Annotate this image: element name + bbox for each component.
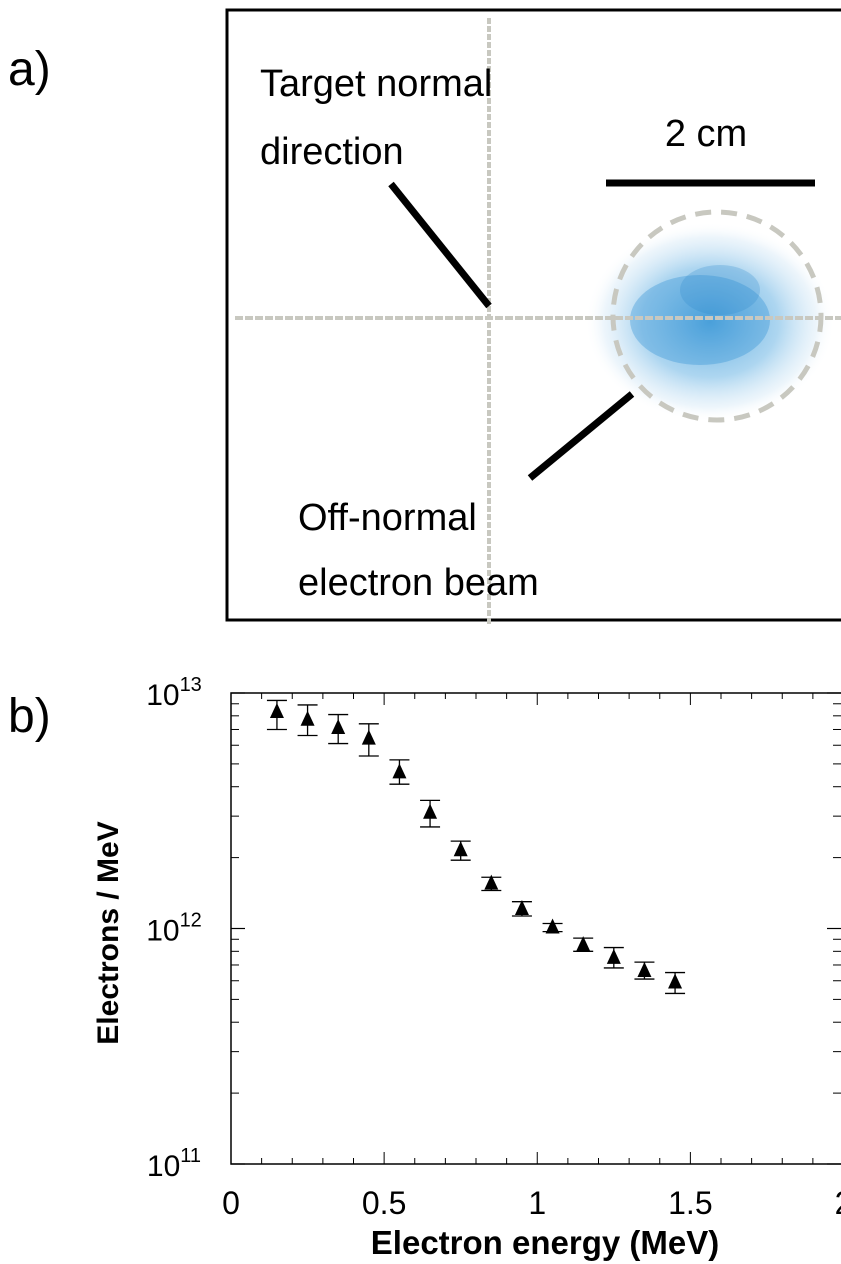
data-point <box>297 704 318 737</box>
normal-label-line1: Target normal <box>260 63 492 105</box>
triangle-marker <box>668 973 683 989</box>
y-tick-label: 1012 <box>146 910 202 948</box>
x-tick-label: 0 <box>222 1185 240 1221</box>
triangle-marker <box>576 936 591 952</box>
x-tick-label: 2 <box>835 1185 841 1221</box>
beam-hotspot <box>680 265 760 315</box>
x-tick-labels: 0 0.5 1 1.5 2 <box>222 1185 841 1221</box>
x-tick-label: 1 <box>528 1185 546 1221</box>
data-point <box>603 946 624 969</box>
triangle-marker <box>545 918 560 934</box>
panel-b-label: b) <box>8 690 51 743</box>
y-tick-label: 1013 <box>146 674 202 712</box>
data-point <box>665 971 686 995</box>
panel-a-label: a) <box>8 43 51 96</box>
triangle-marker <box>423 803 438 819</box>
data-point <box>542 918 563 934</box>
triangle-marker <box>331 719 346 735</box>
y-tick-labels: 1011 1012 1013 <box>146 674 202 1183</box>
x-tick-label: 1.5 <box>668 1185 712 1221</box>
triangle-marker <box>484 874 499 890</box>
normal-pointer-line <box>388 181 492 309</box>
scale-bar-label: 2 cm <box>665 113 747 155</box>
spectrum-chart: 0 0.5 1 1.5 2 1011 1012 1013 Electron energy (… <box>92 674 841 1261</box>
beam-label-line1: Off-normal <box>298 497 477 539</box>
data-point <box>328 713 349 745</box>
y-tick-label: 1011 <box>147 1145 201 1183</box>
data-point <box>266 699 287 731</box>
triangle-marker <box>606 948 621 964</box>
image-frame <box>225 8 841 622</box>
data-point <box>481 874 502 892</box>
detector-image-panel: 2 cm Target normal direction Off-normal … <box>225 8 841 625</box>
data-point <box>634 961 655 980</box>
beam-label-line2: electron beam <box>298 562 539 604</box>
axis-ticks <box>231 692 841 1165</box>
data-point <box>511 900 532 917</box>
triangle-marker <box>300 710 315 726</box>
y-axis-label: Electrons / MeV <box>92 821 125 1044</box>
data-point <box>389 759 410 785</box>
triangle-marker <box>637 961 652 977</box>
data-points <box>266 699 686 995</box>
triangle-marker <box>514 900 529 916</box>
data-point <box>420 799 441 828</box>
plot-frame <box>230 692 841 1165</box>
x-axis-label: Electron energy (MeV) <box>371 1224 719 1261</box>
beam-pointer-line <box>527 391 635 481</box>
x-tick-label: 0.5 <box>362 1185 406 1221</box>
triangle-marker <box>453 841 468 857</box>
data-point <box>450 840 471 861</box>
triangle-marker <box>269 703 284 719</box>
normal-label-line2: direction <box>260 131 404 173</box>
data-point <box>573 936 594 952</box>
electron-beam-spot <box>585 222 835 422</box>
triangle-marker <box>361 729 376 745</box>
data-point <box>358 723 379 757</box>
triangle-marker <box>392 763 407 779</box>
